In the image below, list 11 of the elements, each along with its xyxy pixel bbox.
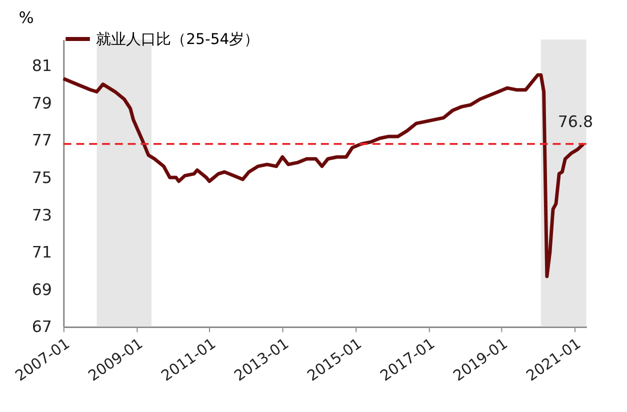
y-tick-label: 75 <box>32 168 52 187</box>
y-tick-label: 77 <box>32 130 52 150</box>
y-tick-label: 71 <box>32 242 52 262</box>
y-tick-label: 69 <box>32 280 52 299</box>
y-tick-label: 81 <box>32 56 52 76</box>
y-tick-label: 79 <box>32 93 52 112</box>
y-tick-label: 67 <box>32 317 52 336</box>
annotation: 76.8 <box>558 112 594 132</box>
y-tick-label: 73 <box>32 205 52 224</box>
y-axis-title: % <box>18 8 34 28</box>
legend-label: 就业人口比（25-54岁） <box>96 30 260 48</box>
